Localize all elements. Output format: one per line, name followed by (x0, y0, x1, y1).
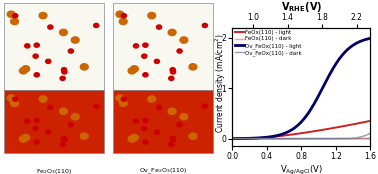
Circle shape (142, 126, 147, 130)
Circle shape (133, 119, 139, 123)
Circle shape (142, 54, 147, 58)
Circle shape (60, 76, 65, 80)
Circle shape (148, 13, 156, 19)
X-axis label: V$_{\mathregular{Ag/AgCl}}$(V): V$_{\mathregular{Ag/AgCl}}$(V) (280, 164, 323, 174)
Circle shape (189, 64, 197, 70)
Circle shape (61, 136, 67, 140)
Circle shape (121, 97, 127, 101)
Circle shape (202, 23, 208, 27)
Circle shape (94, 23, 99, 27)
Circle shape (168, 108, 176, 114)
Circle shape (59, 108, 67, 114)
Circle shape (61, 68, 67, 72)
Circle shape (20, 68, 27, 74)
X-axis label: V$_{\mathregular{RHE}}$(V): V$_{\mathregular{RHE}}$(V) (281, 0, 322, 14)
Circle shape (71, 37, 79, 43)
Circle shape (68, 123, 74, 127)
Circle shape (22, 66, 29, 72)
Circle shape (189, 133, 197, 139)
Text: Current density (mA/cm$^2$): Current density (mA/cm$^2$) (214, 34, 228, 133)
Circle shape (156, 105, 162, 109)
Circle shape (170, 70, 176, 74)
Circle shape (81, 133, 88, 139)
Circle shape (7, 95, 15, 101)
Circle shape (119, 18, 127, 25)
Circle shape (33, 54, 38, 58)
Text: E$_{ads}$= -63.44 kJ/mol: E$_{ads}$= -63.44 kJ/mol (136, 0, 191, 2)
Circle shape (116, 95, 124, 101)
Circle shape (81, 64, 88, 70)
Circle shape (68, 49, 74, 53)
Text: Fe$_2$O$_3$(110): Fe$_2$O$_3$(110) (36, 167, 73, 174)
FancyBboxPatch shape (5, 3, 104, 90)
Circle shape (170, 136, 175, 140)
Circle shape (62, 70, 67, 74)
Circle shape (168, 29, 176, 35)
Circle shape (62, 138, 67, 142)
Circle shape (11, 18, 19, 25)
Circle shape (46, 59, 51, 64)
Circle shape (7, 11, 15, 17)
Circle shape (130, 135, 138, 141)
Circle shape (94, 104, 99, 108)
Circle shape (202, 104, 208, 108)
Circle shape (143, 140, 148, 144)
FancyBboxPatch shape (113, 3, 213, 90)
Circle shape (12, 97, 18, 101)
Circle shape (130, 66, 138, 72)
Circle shape (170, 138, 176, 142)
Circle shape (22, 135, 29, 141)
Circle shape (59, 29, 67, 35)
Circle shape (71, 114, 79, 120)
Circle shape (170, 68, 175, 72)
Circle shape (34, 140, 39, 144)
Circle shape (48, 105, 53, 109)
Circle shape (148, 96, 156, 102)
Circle shape (39, 13, 47, 19)
Circle shape (60, 142, 65, 147)
Circle shape (34, 73, 39, 77)
Circle shape (128, 136, 136, 142)
Text: E$_{ads}$= -56.93 kJ/mol: E$_{ads}$= -56.93 kJ/mol (27, 0, 82, 2)
Circle shape (121, 14, 127, 18)
Circle shape (25, 44, 30, 48)
Circle shape (180, 37, 188, 43)
Circle shape (12, 14, 18, 18)
Circle shape (25, 119, 30, 123)
FancyBboxPatch shape (113, 90, 213, 153)
Circle shape (169, 142, 174, 147)
Circle shape (154, 59, 160, 64)
Circle shape (143, 73, 148, 77)
Circle shape (34, 118, 39, 122)
Circle shape (116, 11, 124, 17)
Circle shape (39, 96, 47, 102)
Circle shape (169, 76, 174, 80)
Circle shape (119, 100, 127, 106)
Circle shape (34, 43, 39, 47)
Circle shape (20, 136, 27, 142)
FancyBboxPatch shape (5, 90, 104, 153)
Circle shape (11, 100, 19, 106)
Circle shape (154, 130, 160, 134)
Circle shape (128, 68, 136, 74)
Legend: FeOx(110) - light, FeOx(110) - dark, Ov_FeOx(110) - light, Ov_FeOx(110) - dark: FeOx(110) - light, FeOx(110) - dark, Ov_… (234, 30, 302, 56)
Circle shape (180, 114, 188, 120)
Circle shape (46, 130, 51, 134)
Circle shape (143, 43, 148, 47)
Circle shape (133, 44, 139, 48)
Circle shape (143, 118, 148, 122)
Circle shape (33, 126, 38, 130)
Text: Ov_Fe$_2$O$_3$(110): Ov_Fe$_2$O$_3$(110) (139, 167, 187, 174)
Circle shape (177, 123, 182, 127)
Circle shape (177, 49, 182, 53)
Circle shape (48, 25, 53, 29)
Circle shape (156, 25, 162, 29)
